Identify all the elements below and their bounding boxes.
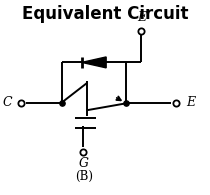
Text: (B): (B) bbox=[75, 170, 93, 183]
Text: Equivalent Circuit: Equivalent Circuit bbox=[22, 5, 188, 23]
Text: G: G bbox=[79, 157, 89, 170]
Text: E: E bbox=[186, 97, 196, 109]
Text: E: E bbox=[137, 11, 146, 24]
Polygon shape bbox=[82, 57, 106, 68]
Text: C: C bbox=[3, 97, 12, 109]
